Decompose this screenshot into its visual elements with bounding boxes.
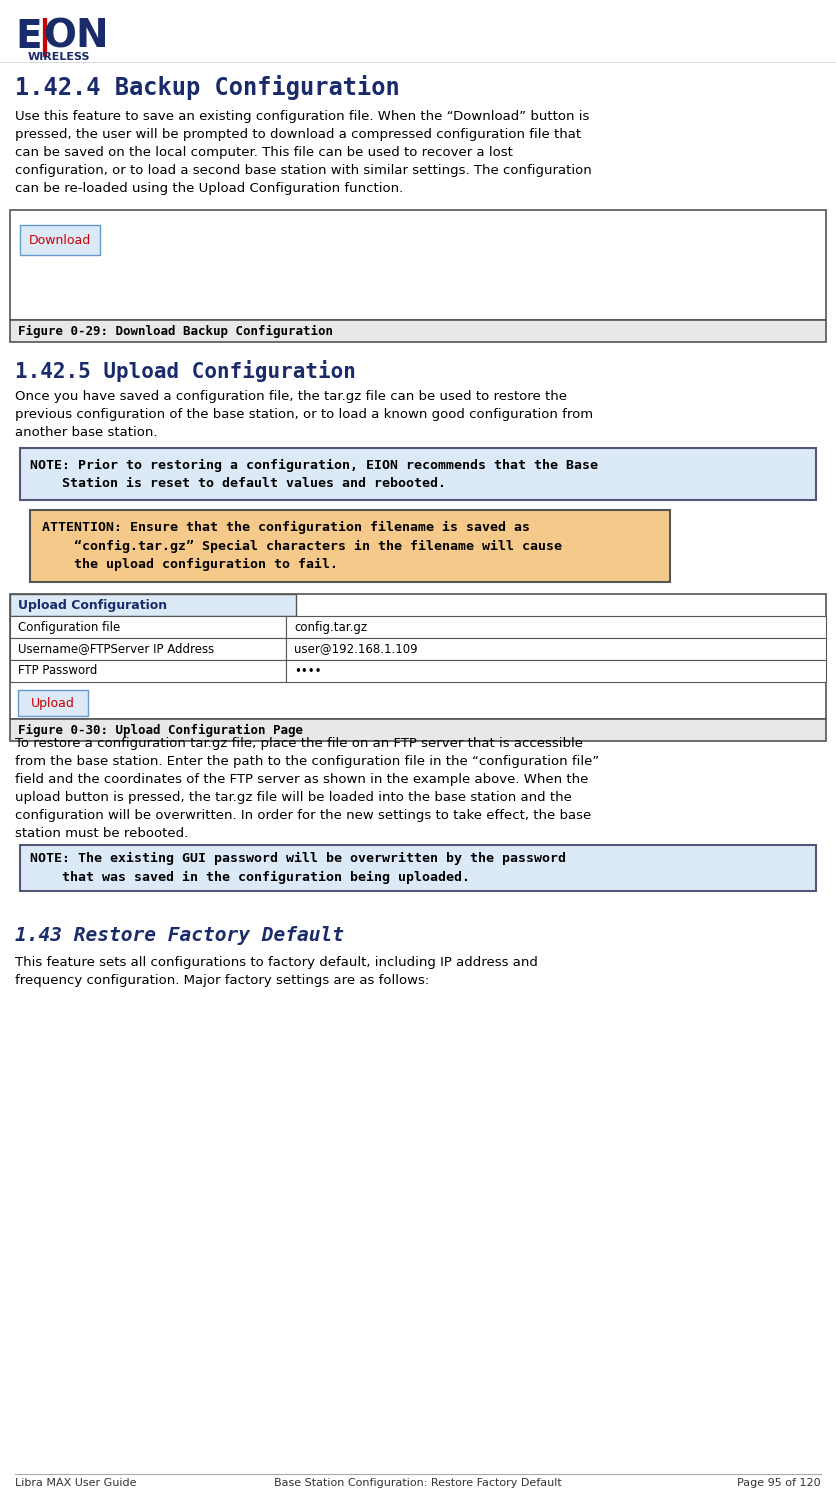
Bar: [10, 616, 286, 638]
Text: config.tar.gz: config.tar.gz: [294, 621, 367, 633]
Bar: [20, 225, 100, 255]
Bar: [18, 690, 88, 715]
Text: ON: ON: [43, 18, 109, 56]
Bar: [30, 510, 670, 582]
Text: Upload Configuration: Upload Configuration: [18, 598, 167, 612]
Bar: [10, 594, 296, 616]
Bar: [10, 320, 826, 342]
Text: Configuration file: Configuration file: [18, 621, 120, 633]
Bar: [286, 660, 826, 682]
Bar: [286, 616, 826, 638]
Bar: [20, 448, 816, 500]
Bar: [10, 718, 826, 741]
Text: |: |: [37, 18, 51, 57]
Text: Download: Download: [29, 234, 91, 246]
Text: Figure 0-30: Upload Configuration Page: Figure 0-30: Upload Configuration Page: [18, 723, 303, 736]
Bar: [10, 638, 286, 660]
Bar: [10, 210, 826, 320]
Text: WIRELESS: WIRELESS: [28, 53, 90, 62]
Text: FTP Password: FTP Password: [18, 664, 97, 678]
Text: This feature sets all configurations to factory default, including IP address an: This feature sets all configurations to …: [15, 956, 538, 987]
Text: NOTE: The existing GUI password will be overwritten by the password
    that was: NOTE: The existing GUI password will be …: [30, 852, 566, 883]
Text: ATTENTION: Ensure that the configuration filename is saved as
    “config.tar.gz: ATTENTION: Ensure that the configuration…: [42, 522, 562, 570]
Text: user@192.168.1.109: user@192.168.1.109: [294, 642, 418, 656]
Bar: [10, 594, 826, 718]
Bar: [10, 660, 286, 682]
Text: E: E: [15, 18, 42, 56]
Text: Username@FTPServer IP Address: Username@FTPServer IP Address: [18, 642, 214, 656]
Text: 1.42.5 Upload Configuration: 1.42.5 Upload Configuration: [15, 360, 356, 382]
Text: 1.42.4 Backup Configuration: 1.42.4 Backup Configuration: [15, 75, 400, 100]
Text: Once you have saved a configuration file, the tar.gz file can be used to restore: Once you have saved a configuration file…: [15, 390, 593, 439]
Text: Page 95 of 120: Page 95 of 120: [737, 1478, 821, 1488]
Text: 1.43 Restore Factory Default: 1.43 Restore Factory Default: [15, 926, 344, 945]
Bar: [286, 638, 826, 660]
Text: ••••: ••••: [294, 664, 322, 678]
Text: Figure 0-29: Download Backup Configuration: Figure 0-29: Download Backup Configurati…: [18, 324, 333, 338]
Text: Use this feature to save an existing configuration file. When the “Download” but: Use this feature to save an existing con…: [15, 110, 592, 195]
Text: Libra MAX User Guide: Libra MAX User Guide: [15, 1478, 136, 1488]
Text: NOTE: Prior to restoring a configuration, EION recommends that the Base
    Stat: NOTE: Prior to restoring a configuration…: [30, 459, 598, 489]
Text: To restore a configuration tar.gz file, place the file on an FTP server that is : To restore a configuration tar.gz file, …: [15, 736, 599, 840]
Text: Base Station Configuration: Restore Factory Default: Base Station Configuration: Restore Fact…: [274, 1478, 562, 1488]
Bar: [20, 844, 816, 891]
Text: Upload: Upload: [31, 696, 75, 709]
